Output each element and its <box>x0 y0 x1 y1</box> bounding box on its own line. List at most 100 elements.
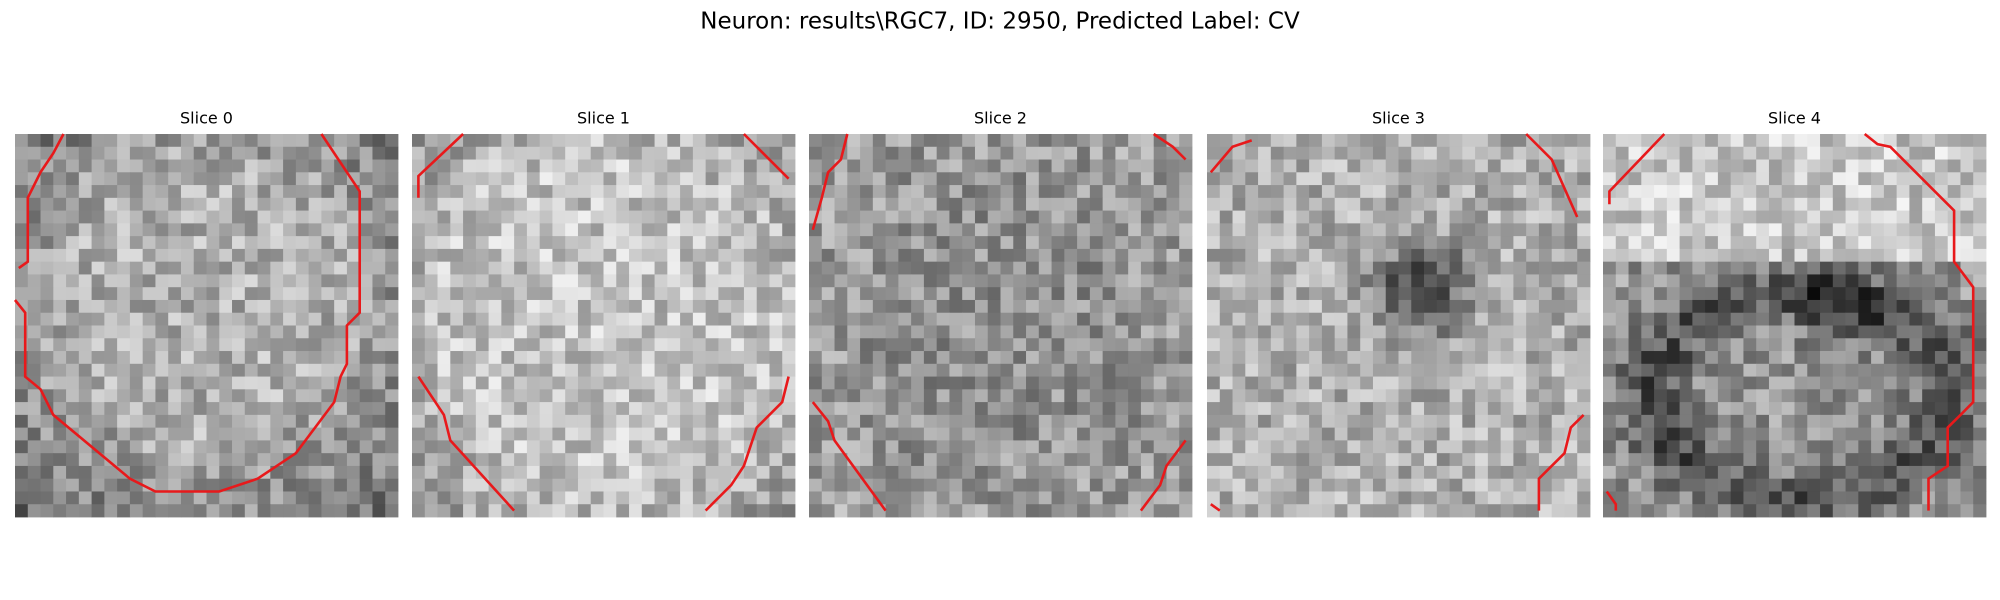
contour <box>1608 133 1666 205</box>
pixel <box>1756 338 1770 352</box>
pixel <box>1692 491 1706 505</box>
pixel <box>1832 427 1846 441</box>
pixel <box>1258 146 1272 160</box>
pixel <box>539 210 553 224</box>
pixel <box>1883 210 1898 224</box>
pixel <box>1960 427 1974 441</box>
pixel <box>372 504 386 518</box>
pixel <box>731 491 745 505</box>
pixel <box>1871 236 1885 250</box>
pixel <box>1424 402 1438 416</box>
pixel <box>885 351 899 365</box>
pixel <box>463 299 477 314</box>
pixel <box>1449 427 1463 441</box>
pixel <box>501 134 515 148</box>
pixel <box>308 325 322 339</box>
pixel <box>1179 223 1193 237</box>
pixel <box>1538 427 1553 441</box>
pixel <box>1845 197 1859 211</box>
pixel <box>372 248 386 263</box>
pixel <box>104 427 118 441</box>
pixel <box>308 338 322 352</box>
pixel <box>629 172 643 186</box>
pixel <box>1102 159 1116 173</box>
pixel <box>1013 210 1027 224</box>
pixel <box>359 338 373 352</box>
pixel <box>1153 185 1167 199</box>
pixel <box>1960 351 1974 365</box>
pixel <box>1717 414 1732 429</box>
pixel <box>244 376 258 390</box>
pixel <box>1000 338 1014 352</box>
pixel <box>1743 210 1757 224</box>
pixel <box>514 274 528 288</box>
pixel <box>872 389 886 403</box>
pixel <box>1832 248 1846 263</box>
pixel <box>66 185 80 199</box>
pixel <box>1858 172 1872 186</box>
pixel <box>1973 363 1987 377</box>
pixel <box>834 299 848 314</box>
pixel <box>641 299 655 314</box>
pixel <box>1628 287 1642 301</box>
pixel <box>680 299 694 314</box>
pixel <box>1896 465 1910 480</box>
pixel <box>514 146 528 160</box>
pixel <box>1909 478 1923 492</box>
pixel <box>911 287 925 301</box>
pixel <box>1026 363 1040 377</box>
pixel <box>1743 287 1757 301</box>
pixel <box>1654 299 1668 314</box>
pixel <box>1462 351 1476 365</box>
pixel <box>270 261 284 275</box>
pixel <box>526 389 541 403</box>
pixel <box>1051 287 1065 301</box>
pixel <box>1820 402 1834 416</box>
pixel <box>117 312 131 326</box>
pixel <box>1768 172 1783 186</box>
pixel <box>936 274 950 288</box>
pixel <box>1883 478 1898 492</box>
pixel <box>1296 210 1310 224</box>
pixel <box>501 338 515 352</box>
pixel <box>654 261 668 275</box>
pixel <box>680 440 694 454</box>
pixel <box>834 210 848 224</box>
pixel <box>526 223 541 237</box>
pixel <box>1424 504 1438 518</box>
pixel <box>257 440 271 454</box>
pixel <box>565 453 579 467</box>
pixel <box>629 427 643 441</box>
pixel <box>1038 312 1052 326</box>
pixel <box>974 312 989 326</box>
pixel <box>1398 325 1412 339</box>
pixel <box>1922 236 1936 250</box>
pixel <box>705 223 719 237</box>
pixel <box>603 491 617 505</box>
pixel <box>667 338 681 352</box>
pixel <box>1717 491 1732 505</box>
pixel <box>962 287 976 301</box>
pixel <box>1283 465 1297 480</box>
pixel <box>283 172 297 186</box>
pixel <box>1321 402 1336 416</box>
pixel <box>1628 414 1642 429</box>
pixel <box>475 172 489 186</box>
pixel <box>1064 414 1078 429</box>
pixel <box>244 414 258 429</box>
pixel <box>1219 159 1233 173</box>
pixel <box>1679 338 1693 352</box>
pixel <box>1909 427 1923 441</box>
pixel <box>244 274 258 288</box>
pixel <box>1679 236 1693 250</box>
pixel <box>769 363 783 377</box>
pixel <box>257 491 271 505</box>
pixel <box>66 261 80 275</box>
pixel <box>1654 274 1668 288</box>
pixel <box>334 465 348 480</box>
pixel <box>412 197 426 211</box>
pixel <box>1077 491 1091 505</box>
pixel <box>1896 197 1910 211</box>
slice-image <box>412 134 796 518</box>
pixel <box>308 376 322 390</box>
